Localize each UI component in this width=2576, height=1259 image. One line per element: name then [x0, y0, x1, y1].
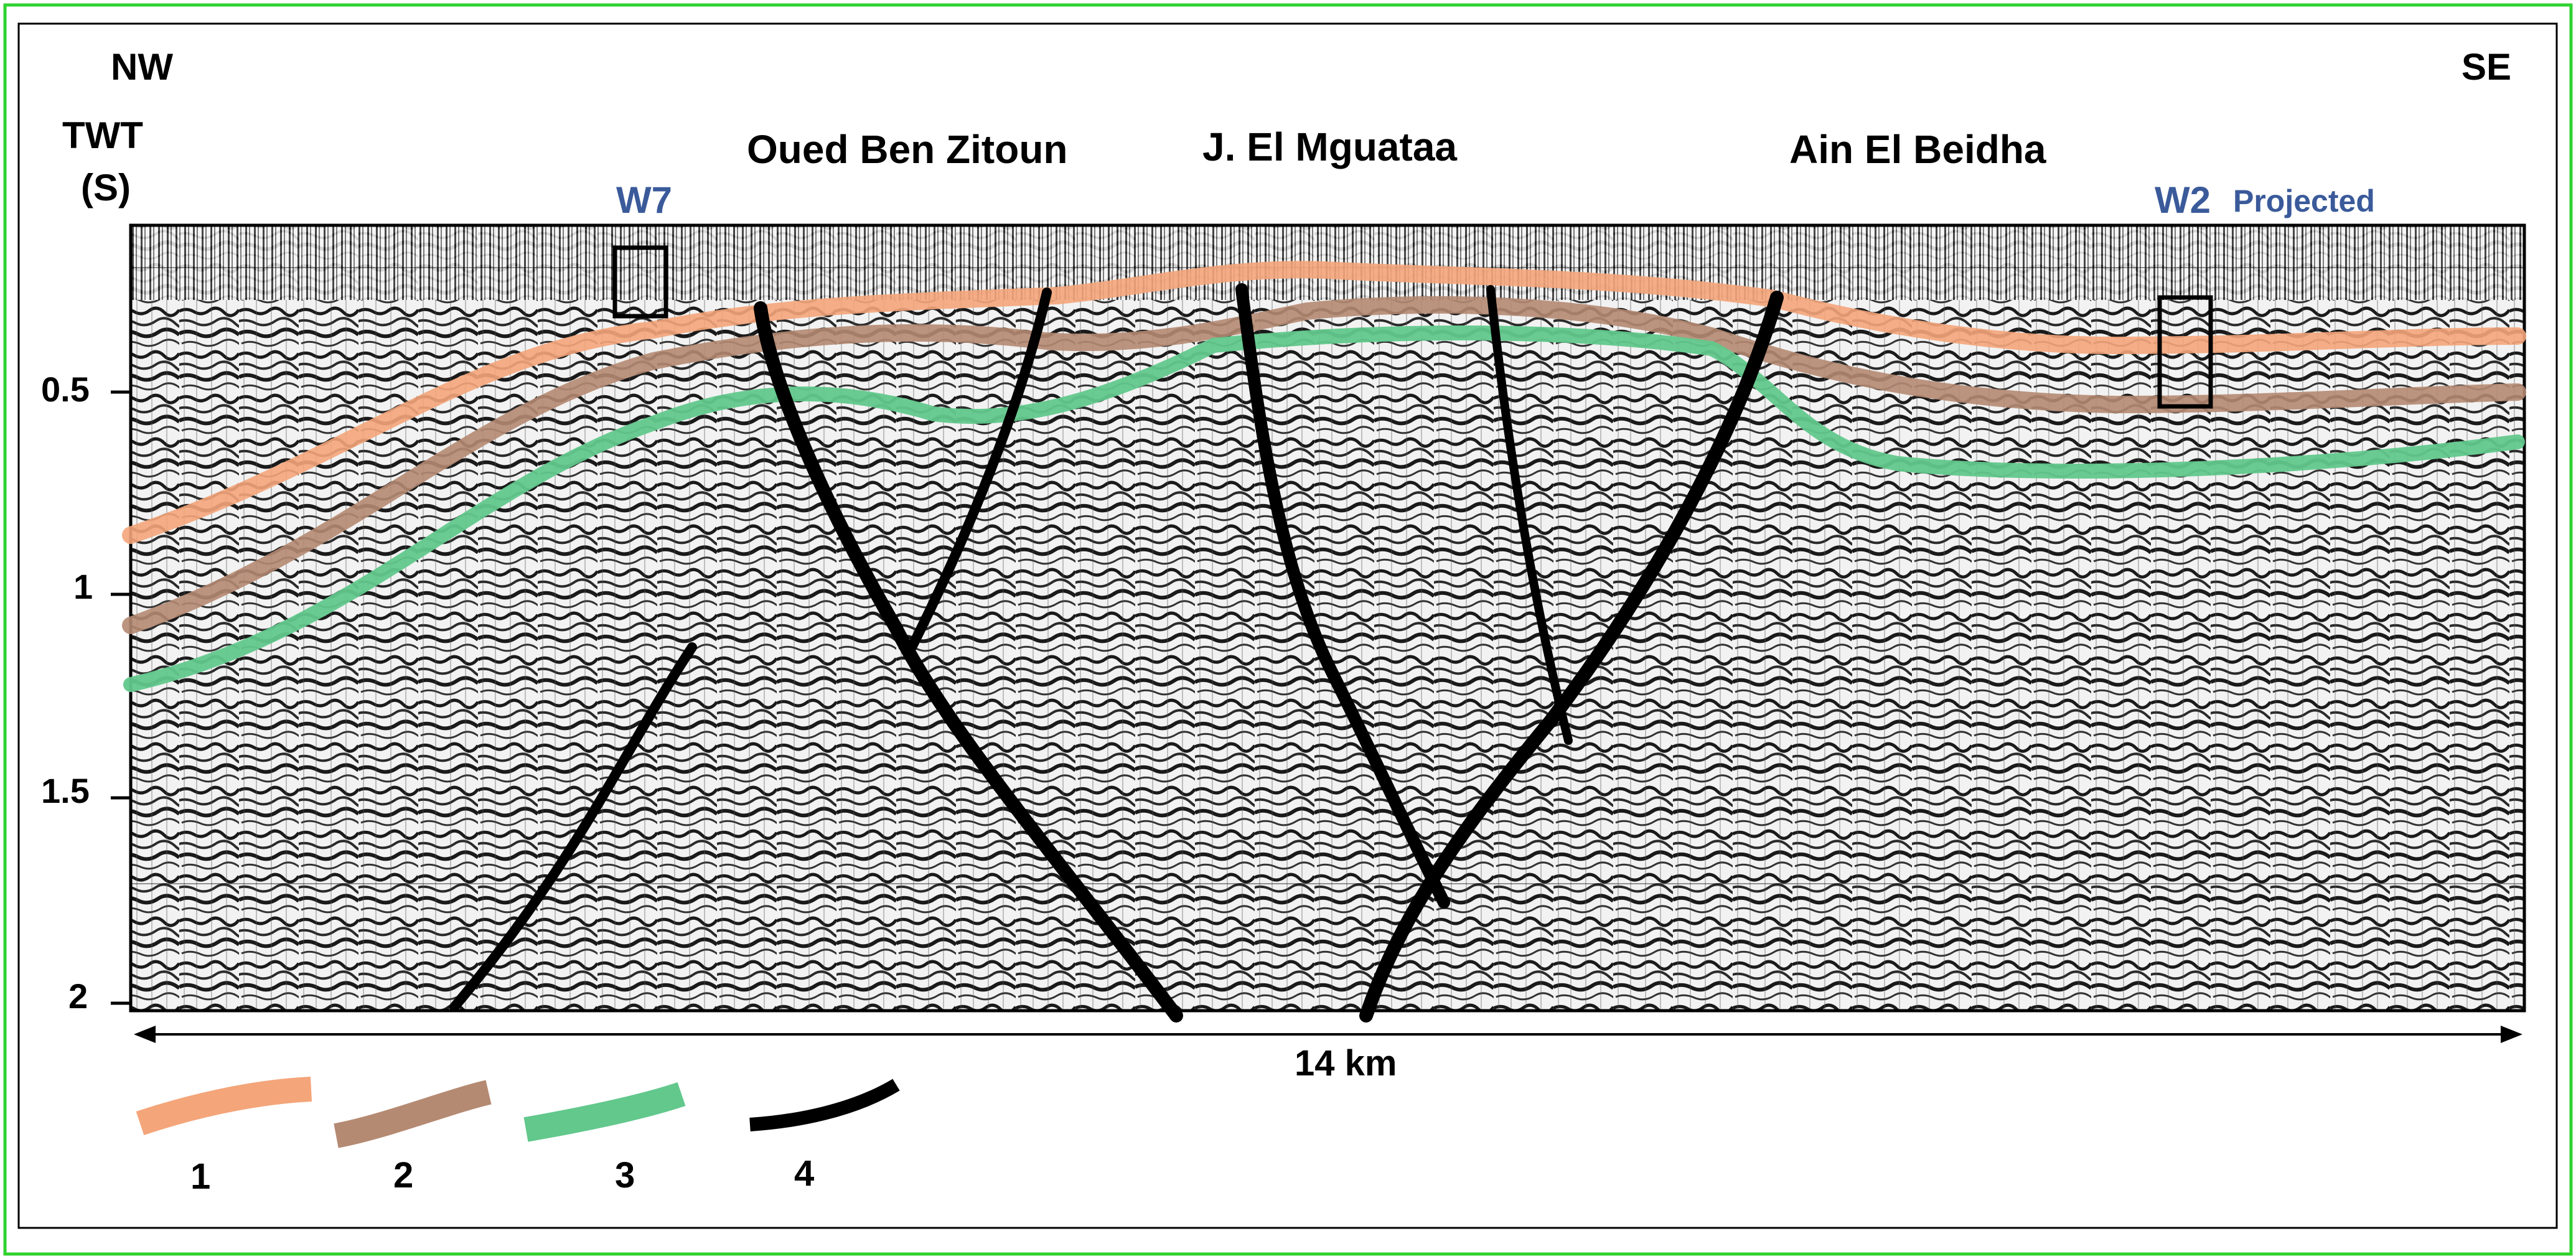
legend-swatch-3	[523, 1082, 686, 1142]
twt-axis	[111, 390, 131, 1005]
scale-bar-label: 14 km	[1295, 1043, 1397, 1083]
fault-line-5	[1359, 291, 1784, 1023]
legend-swatch-4	[749, 1079, 900, 1131]
twt-tick-label-0-5: 0.5	[41, 370, 90, 409]
orientation-right-label: SE	[2461, 46, 2511, 88]
twt-tick-label-1: 1	[73, 567, 93, 606]
well-label-w2: W2	[2155, 179, 2211, 221]
legend-number-3: 3	[615, 1155, 635, 1196]
locality-label-j-el-mguataa: J. El Mguataa	[1202, 124, 1457, 169]
twt-tick-label-1-5: 1.5	[41, 771, 90, 810]
faults	[449, 283, 1784, 1023]
fault-line-3	[1235, 283, 1450, 909]
fault-line-1	[754, 301, 1183, 1023]
scale-bar	[134, 1026, 2522, 1043]
legend-swatch-2	[334, 1080, 492, 1148]
locality-label-oued-ben-zitoun: Oued Ben Zitoun	[747, 127, 1068, 172]
fault-line-2	[907, 288, 1052, 652]
horizon-1-line	[122, 261, 2526, 544]
axis-title-line-2: (S)	[81, 167, 131, 208]
fault-line-6	[449, 642, 697, 1012]
well-marker-w7	[612, 245, 668, 319]
horizon-2-line	[122, 296, 2526, 634]
well-marker-w2	[2157, 295, 2213, 409]
locality-label-ain-el-beidha: Ain El Beidha	[1789, 127, 2046, 172]
horizon-3-line	[123, 325, 2525, 692]
axis-title-line-1: TWT	[62, 115, 143, 156]
legend-number-4: 4	[794, 1153, 814, 1194]
well-label-w7: W7	[616, 179, 672, 221]
twt-tick-label-2: 2	[68, 976, 88, 1016]
legend-number-1: 1	[190, 1156, 210, 1197]
figure-inner-border	[17, 22, 2558, 1229]
fault-line-4	[1486, 285, 1573, 745]
legend-number-2: 2	[393, 1155, 413, 1196]
orientation-left-label: NW	[111, 46, 173, 88]
legend: 1 2 3 4	[136, 1077, 900, 1197]
legend-swatch-1	[136, 1077, 312, 1135]
well-label-w2-note: Projected	[2233, 184, 2375, 218]
